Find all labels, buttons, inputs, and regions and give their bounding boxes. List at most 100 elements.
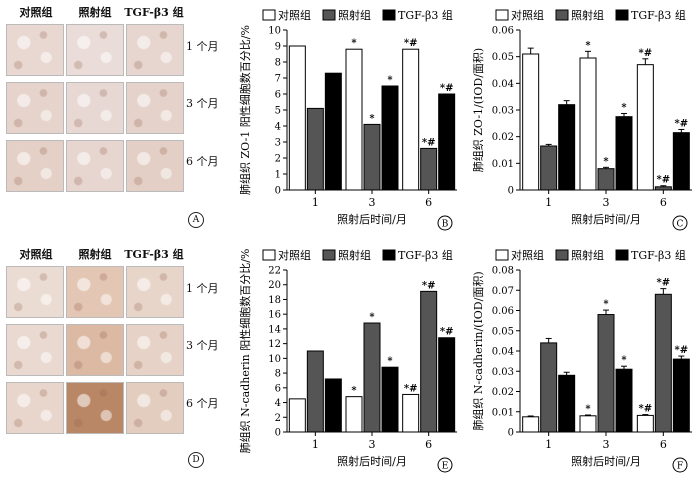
row-label-3-month: 3 个月: [186, 339, 219, 352]
bar: [288, 398, 306, 433]
panel-letter-circle: [437, 215, 453, 231]
y-tick-label: 0.06: [492, 26, 514, 37]
x-tick-label: 1: [312, 438, 319, 451]
significance-label: *#: [675, 118, 689, 129]
legend-label: TGF-β3 组: [631, 8, 686, 22]
bar: [558, 374, 576, 433]
bar: [522, 53, 540, 191]
micrograph-tile: [66, 382, 124, 434]
legend-swatch: [382, 9, 396, 21]
bar: [558, 104, 576, 191]
legend-label: 对照组: [278, 248, 311, 262]
x-tick-label: 3: [603, 438, 610, 451]
row-label-6-month: 6 个月: [186, 155, 219, 168]
significance-label: *#: [422, 137, 436, 148]
y-tick-label: 0: [508, 428, 514, 439]
panel-letter: F: [677, 462, 683, 472]
column-header-radiation: 照射组: [78, 6, 112, 19]
x-tick-label: 3: [369, 438, 376, 451]
column-header-tgf: TGF-β3 组: [124, 6, 184, 19]
significance-label: *#: [404, 38, 418, 49]
bar: [636, 64, 654, 191]
micrograph-tile: [6, 82, 64, 134]
legend-swatch: [555, 9, 569, 21]
row-label-1-month: 1 个月: [186, 282, 219, 295]
y-tick-label: 10: [268, 354, 281, 365]
bar: [438, 337, 456, 433]
bar: [615, 116, 633, 191]
y-tick-label: 0: [508, 186, 514, 197]
panel-letter-circle: [672, 457, 688, 473]
micrograph-tile: [6, 324, 64, 376]
legend-label: 照射组: [571, 248, 604, 262]
x-tick-label: 3: [369, 196, 376, 209]
y-tick-label: 2: [275, 154, 281, 165]
legend-label: TGF-β3 组: [398, 8, 453, 22]
bar: [363, 123, 381, 191]
bar: [579, 57, 597, 191]
significance-label: *: [621, 102, 627, 113]
significance-label: *#: [675, 345, 689, 356]
y-tick-label: 8: [275, 58, 281, 69]
x-tick-label: 6: [425, 438, 432, 451]
y-tick-label: 0.06: [492, 306, 514, 317]
legend-swatch: [382, 249, 396, 261]
legend-swatch: [495, 9, 509, 21]
bar: [654, 186, 672, 191]
micrograph-tile: [126, 324, 184, 376]
y-tick-label: 0.04: [492, 79, 514, 90]
x-tick-label: 6: [660, 438, 667, 451]
legend-label: TGF-β3 组: [631, 248, 686, 262]
bar: [306, 350, 324, 433]
significance-label: *: [369, 113, 375, 124]
micrograph-tile: [126, 266, 184, 318]
significance-label: *#: [440, 327, 454, 338]
bar: [597, 168, 615, 191]
bar: [288, 45, 306, 191]
panel-letter-a: A: [188, 212, 204, 228]
row-label-6-month: 6 个月: [186, 397, 219, 410]
y-tick-label: 0.03: [492, 367, 514, 378]
bar: [597, 314, 615, 433]
legend-label: 照射组: [571, 8, 604, 22]
micrograph-tile: [126, 82, 184, 134]
y-axis-label: 肺组织 ZO-1 阳性细胞数百分比/%: [238, 25, 252, 195]
y-tick-label: 16: [268, 310, 281, 321]
x-tick-label: 1: [545, 196, 552, 209]
row-label-3-month: 3 个月: [186, 97, 219, 110]
y-tick-label: 0.05: [492, 326, 514, 337]
bar: [345, 48, 363, 191]
bar: [381, 366, 399, 433]
micrograph-tile: [66, 140, 124, 192]
panel-letter: C: [677, 220, 684, 230]
micrograph-tile: [126, 24, 184, 76]
y-tick-label: 0.01: [492, 159, 514, 170]
legend-swatch: [495, 249, 509, 261]
micrograph-panel-a: 对照组 照射组 TGF-β3 组 1 个月 3 个月 6 个月 A: [0, 0, 235, 228]
significance-label: *: [387, 75, 393, 86]
y-tick-label: 10: [268, 26, 281, 37]
bar: [522, 416, 540, 433]
significance-label: *: [351, 386, 357, 397]
x-tick-label: 3: [603, 196, 610, 209]
y-tick-label: 18: [268, 295, 281, 306]
bar: [306, 107, 324, 191]
bar: [324, 72, 342, 191]
y-tick-label: 6: [275, 90, 281, 101]
legend-swatch: [615, 249, 629, 261]
bar: [438, 93, 456, 191]
y-tick-label: 0.02: [492, 132, 514, 143]
micrograph-tile: [6, 382, 64, 434]
y-tick-label: 0.03: [492, 106, 514, 117]
chart-panel-b: 对照组 照射组 TGF-β3 组 0 1 2 3 4 5 6 7 8 9 10 肺组织 ZO-1 阳性细胞数…: [238, 8, 457, 231]
legend-label: 照射组: [338, 248, 371, 262]
significance-label: *#: [657, 175, 671, 186]
y-tick-label: 1: [275, 170, 281, 181]
bar: [636, 414, 654, 433]
significance-label: *: [585, 404, 591, 415]
y-tick-label: 6: [275, 383, 281, 394]
column-header-control: 对照组: [19, 6, 53, 19]
x-axis-label: 照射后时间/月: [571, 454, 641, 468]
y-tick-label: 0.02: [492, 387, 514, 398]
